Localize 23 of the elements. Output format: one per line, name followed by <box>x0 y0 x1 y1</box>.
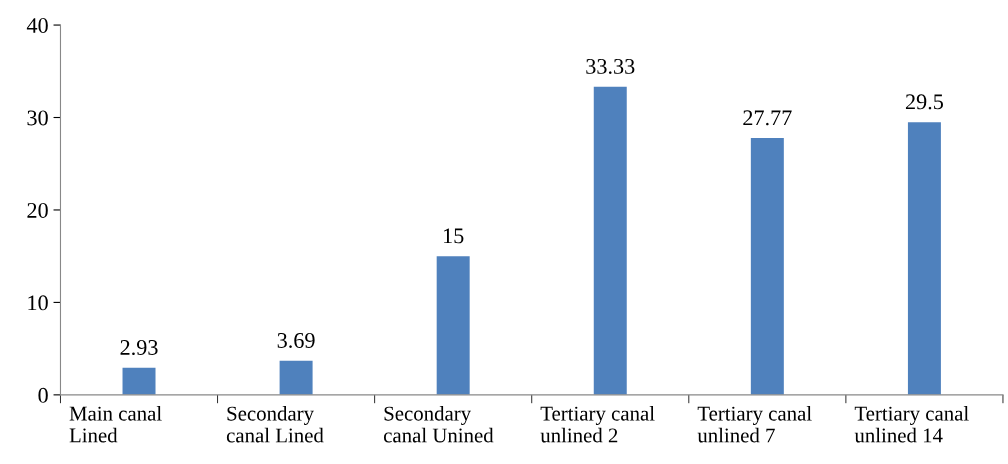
bar <box>436 256 470 395</box>
data-label: 2.93 <box>120 339 158 356</box>
y-tick-label: 0 <box>38 387 48 403</box>
y-tick-label: 30 <box>27 110 48 126</box>
y-tick-label: 20 <box>27 202 48 218</box>
data-label: 15 <box>444 228 464 244</box>
data-label: 3.69 <box>277 332 315 348</box>
bar <box>279 360 313 395</box>
data-label: 27.77 <box>743 110 792 126</box>
x-tick-label: Tertiary canal unlined 7 <box>697 405 812 443</box>
bar <box>122 367 156 395</box>
data-label: 29.5 <box>905 94 943 110</box>
y-tick-label: 40 <box>26 17 48 33</box>
data-label: 33.33 <box>586 58 635 74</box>
x-tick-label: Tertiary canal unlined 2 <box>540 405 655 443</box>
y-tick-label: 10 <box>28 295 48 311</box>
x-tick-label: Secondary canal Unined <box>383 405 494 443</box>
x-tick-label: Tertiary canal unlined 14 <box>854 405 969 443</box>
x-tick-label: Secondary canal Lined <box>226 405 324 443</box>
bar <box>750 138 784 395</box>
x-tick-label: Main canal Lined <box>69 405 162 443</box>
bar <box>907 122 941 395</box>
bar <box>593 86 627 395</box>
